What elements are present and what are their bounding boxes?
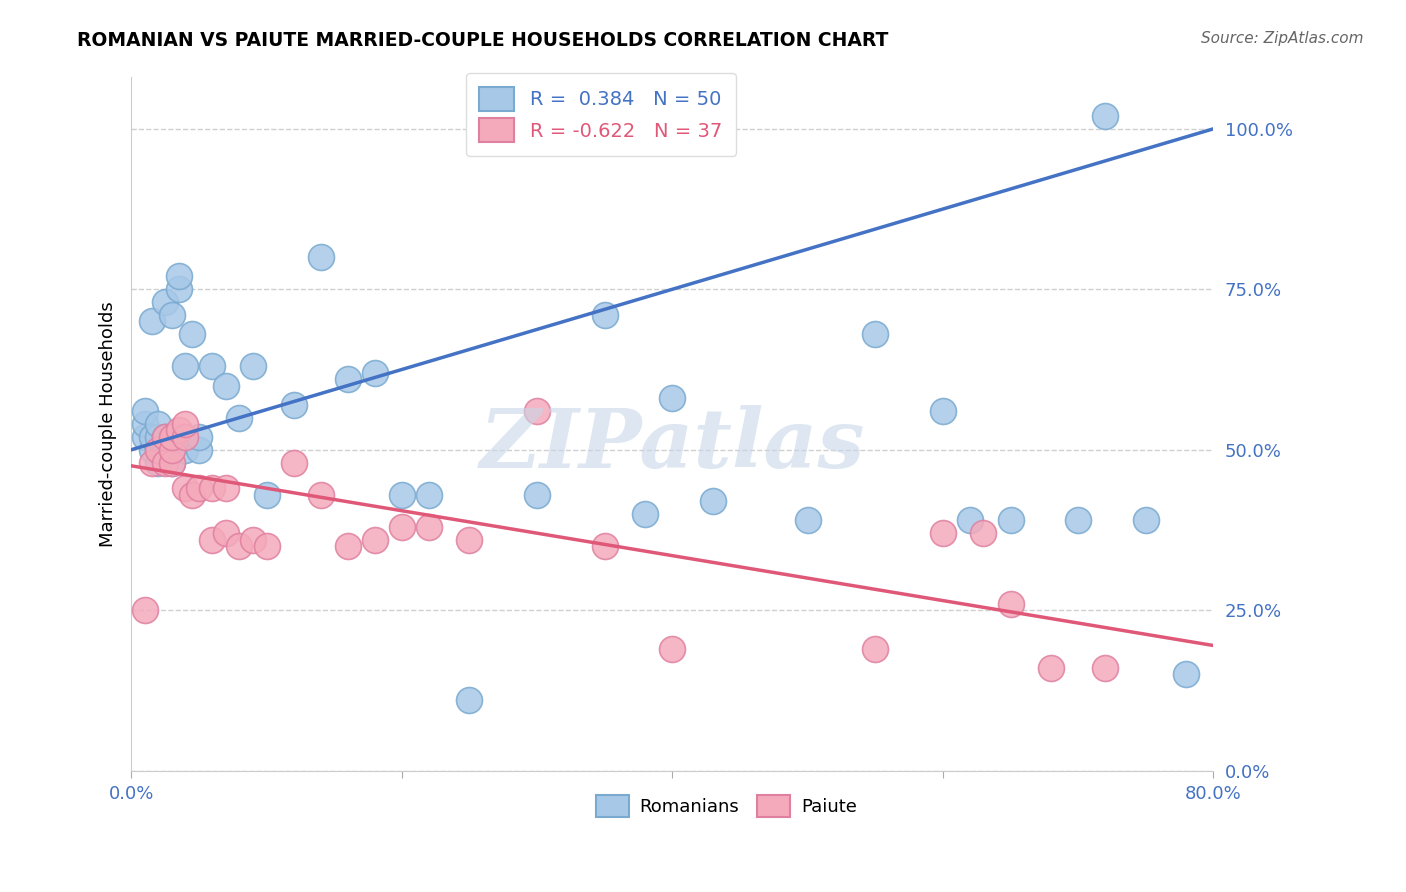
Point xyxy=(134,404,156,418)
Point xyxy=(959,513,981,527)
Point xyxy=(141,456,163,470)
Point xyxy=(148,442,170,457)
Point xyxy=(160,430,183,444)
Point xyxy=(201,533,224,547)
Point xyxy=(336,539,359,553)
Point xyxy=(153,430,176,444)
Point xyxy=(593,308,616,322)
Point xyxy=(148,430,170,444)
Point xyxy=(593,539,616,553)
Point xyxy=(215,481,238,495)
Point xyxy=(134,603,156,617)
Point xyxy=(141,430,163,444)
Point xyxy=(458,533,481,547)
Point xyxy=(1094,661,1116,675)
Point xyxy=(174,417,197,431)
Point xyxy=(973,526,995,541)
Point xyxy=(174,430,197,444)
Point xyxy=(148,417,170,431)
Point xyxy=(160,430,183,444)
Point xyxy=(141,314,163,328)
Point xyxy=(418,488,440,502)
Point xyxy=(242,533,264,547)
Point xyxy=(215,526,238,541)
Point xyxy=(364,366,387,380)
Point xyxy=(160,456,183,470)
Point xyxy=(364,533,387,547)
Point xyxy=(391,488,413,502)
Text: Source: ZipAtlas.com: Source: ZipAtlas.com xyxy=(1201,31,1364,46)
Point xyxy=(242,359,264,374)
Point xyxy=(932,526,955,541)
Point xyxy=(174,481,197,495)
Point xyxy=(228,410,250,425)
Y-axis label: Married-couple Households: Married-couple Households xyxy=(100,301,117,547)
Point xyxy=(153,430,176,444)
Point xyxy=(283,456,305,470)
Point xyxy=(228,539,250,553)
Point xyxy=(174,359,197,374)
Point xyxy=(153,456,176,470)
Point xyxy=(526,488,548,502)
Point xyxy=(174,442,197,457)
Point xyxy=(336,372,359,386)
Point xyxy=(160,308,183,322)
Point xyxy=(1067,513,1090,527)
Point xyxy=(148,456,170,470)
Point xyxy=(634,507,657,521)
Point xyxy=(215,378,238,392)
Point xyxy=(160,442,183,457)
Point xyxy=(160,456,183,470)
Point xyxy=(141,442,163,457)
Point xyxy=(256,539,278,553)
Point xyxy=(134,430,156,444)
Point xyxy=(181,327,204,342)
Point xyxy=(391,520,413,534)
Point xyxy=(526,404,548,418)
Point xyxy=(134,417,156,431)
Point xyxy=(167,282,190,296)
Point xyxy=(661,641,683,656)
Point xyxy=(309,488,332,502)
Point xyxy=(702,494,724,508)
Point xyxy=(661,392,683,406)
Point xyxy=(148,442,170,457)
Point xyxy=(187,481,209,495)
Point xyxy=(153,295,176,310)
Point xyxy=(309,250,332,264)
Point xyxy=(256,488,278,502)
Legend: Romanians, Paiute: Romanians, Paiute xyxy=(589,788,863,824)
Point xyxy=(932,404,955,418)
Text: ROMANIAN VS PAIUTE MARRIED-COUPLE HOUSEHOLDS CORRELATION CHART: ROMANIAN VS PAIUTE MARRIED-COUPLE HOUSEH… xyxy=(77,31,889,50)
Point xyxy=(1040,661,1063,675)
Point xyxy=(796,513,818,527)
Text: ZIPatlas: ZIPatlas xyxy=(479,405,865,485)
Point xyxy=(153,442,176,457)
Point xyxy=(1000,513,1022,527)
Point xyxy=(865,327,887,342)
Point xyxy=(865,641,887,656)
Point xyxy=(201,481,224,495)
Point xyxy=(167,269,190,284)
Point xyxy=(187,442,209,457)
Point xyxy=(1175,667,1198,681)
Point xyxy=(201,359,224,374)
Point xyxy=(181,488,204,502)
Point xyxy=(187,430,209,444)
Point xyxy=(283,398,305,412)
Point xyxy=(1000,597,1022,611)
Point xyxy=(458,693,481,707)
Point xyxy=(418,520,440,534)
Point xyxy=(1094,109,1116,123)
Point xyxy=(167,424,190,438)
Point xyxy=(160,442,183,457)
Point xyxy=(1135,513,1157,527)
